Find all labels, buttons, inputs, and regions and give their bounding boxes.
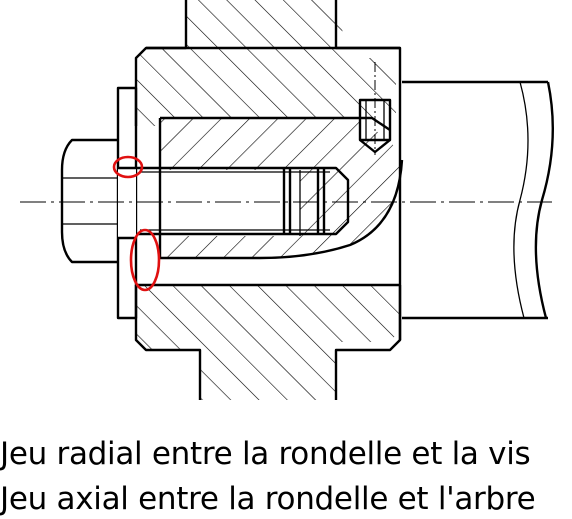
assembly-section-drawing [20,0,554,400]
radial-clearance-caption: Jeu radial entre la rondelle et la vis [0,436,531,472]
screw [60,138,350,264]
set-screw [358,62,392,155]
washer [116,86,138,320]
axial-clearance-caption: Jeu axial entre la rondelle et l'arbre [0,481,536,517]
hub-lower-section [134,283,402,400]
shaft [402,80,554,320]
radial-clearance-marker [112,155,144,179]
axial-clearance-marker [129,228,161,292]
